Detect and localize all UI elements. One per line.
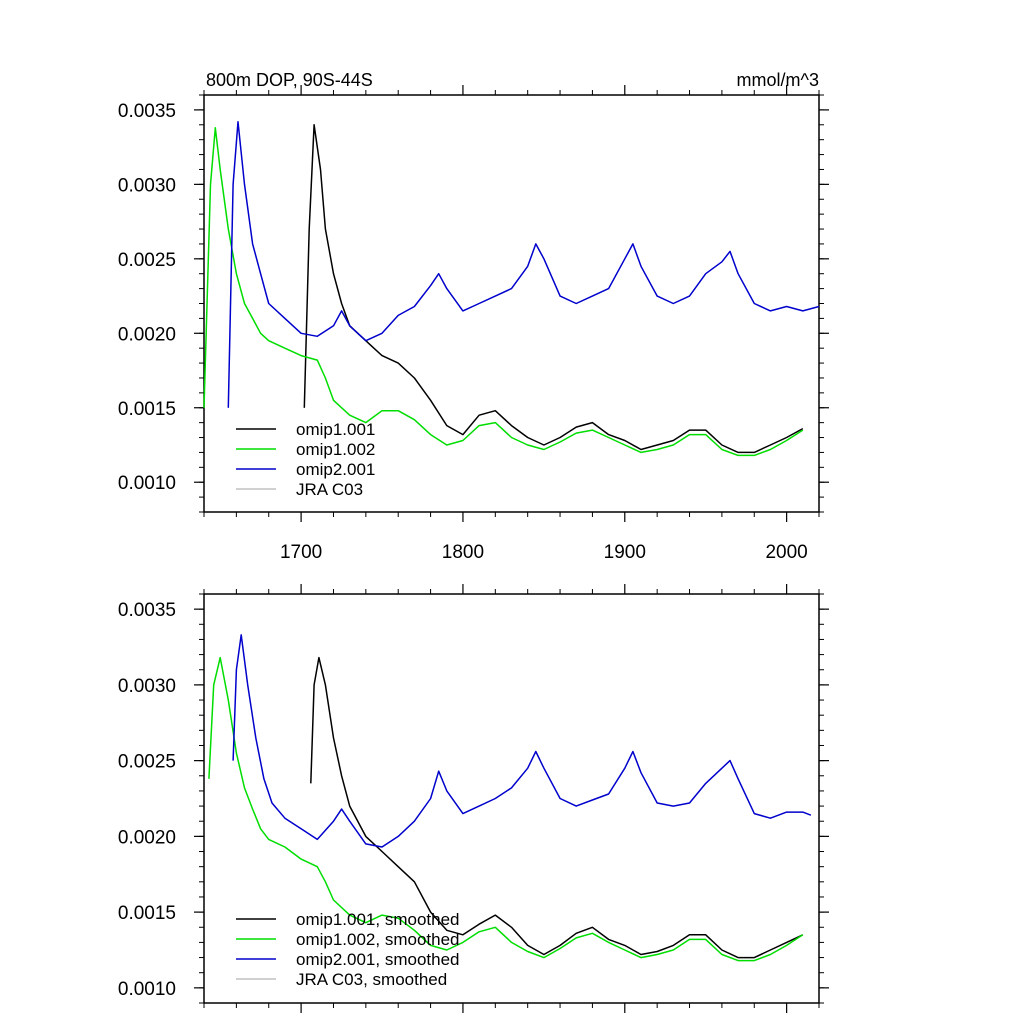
panel-bottom: 0.0010 0.0015 0.0020 0.0025 0.0030 0.0035 omi…	[118, 584, 829, 1013]
y-tick-label: 0.0015	[118, 903, 176, 924]
series-line-0	[310, 656, 804, 959]
y-tick-label: 0.0030	[118, 676, 176, 697]
chart-title: 800m DOP, 90S-44S	[206, 70, 373, 90]
x-tick-label: 1900	[604, 542, 646, 563]
plot-frame-bottom	[203, 593, 820, 1004]
legend-label: omip1.002, smoothed	[296, 930, 460, 949]
series-line-2	[232, 634, 812, 848]
panel-top: 800m DOP, 90S-44S mmol/m^3 0.00100.00150…	[118, 70, 829, 563]
x-tick-label: 1700	[280, 542, 322, 563]
y-tick-label: 0.0010	[118, 473, 176, 494]
series-line-2	[227, 121, 820, 408]
ticks-top: 0.0010 0.0015 0.0020 0.0025 0.0030 0.0035 1700…	[118, 85, 829, 563]
y-tick-label: 0.0020	[118, 324, 176, 345]
y-tick-label: 0.0025	[118, 250, 176, 271]
legend-label: omip1.001, smoothed	[296, 910, 460, 929]
series-line-1	[208, 656, 804, 962]
series-line-1	[203, 127, 804, 457]
legend-label: JRA C03, smoothed	[296, 970, 447, 989]
units-label: mmol/m^3	[737, 70, 819, 90]
y-tick-label: 0.0035	[118, 600, 176, 621]
series-top	[203, 121, 820, 457]
series-bottom	[208, 634, 812, 962]
legend-label: omip2.001	[296, 460, 375, 479]
y-tick-label: 0.0035	[118, 101, 176, 122]
y-tick-label: 0.0010	[118, 979, 176, 1000]
series-line-0	[303, 124, 804, 454]
x-tick-label: 2000	[765, 542, 807, 563]
y-tick-label: 0.0030	[118, 175, 176, 196]
y-tick-label: 0.0025	[118, 752, 176, 773]
y-tick-label: 0.0020	[118, 827, 176, 848]
ticks-bottom: 0.0010 0.0015 0.0020 0.0025 0.0030 0.0035	[118, 584, 829, 1013]
legend-label: omip1.001	[296, 420, 375, 439]
x-tick-label: 1800	[442, 542, 484, 563]
legend-label: JRA C03	[296, 480, 363, 499]
y-tick-label: 0.0015	[118, 399, 176, 420]
legend-label: omip1.002	[296, 440, 375, 459]
legend-label: omip2.001, smoothed	[296, 950, 460, 969]
